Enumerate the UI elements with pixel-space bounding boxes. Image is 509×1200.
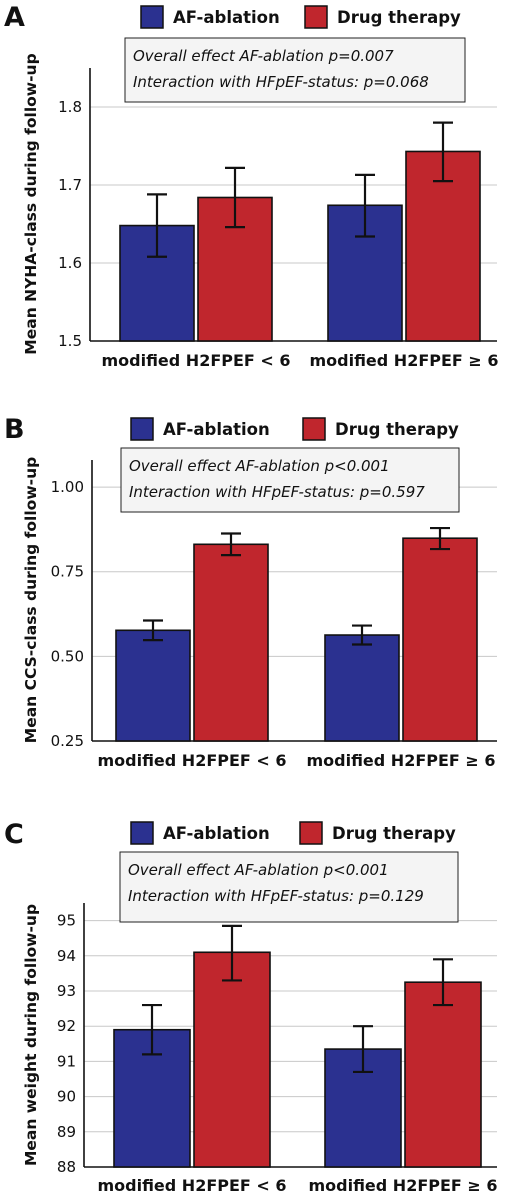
error-bar — [222, 924, 242, 982]
error-bar — [433, 121, 453, 183]
legend-swatch-drug-therapy — [304, 5, 328, 29]
legend-label-af-ablation: AF-ablation — [173, 8, 280, 27]
panel-letter-a: A — [4, 2, 25, 33]
annotation-line: Overall effect AF-ablation p=0.007 — [133, 47, 394, 65]
annotation-line: Overall effect AF-ablation p<0.001 — [129, 457, 390, 475]
annotation-line: Interaction with HFpEF-status: p=0.597 — [129, 483, 425, 501]
error-bar — [142, 1003, 162, 1056]
legend-label-drug-therapy: Drug therapy — [337, 8, 461, 27]
category-label: modified H2FPEF ≥ 6 — [308, 1176, 497, 1195]
annotation-line: Interaction with HFpEF-status: p=0.068 — [133, 73, 429, 91]
chart-b: 0.25 0.50 0.75 1.00 modified H2FPEF < 6 modif… — [4, 414, 497, 770]
y-tick-label: 90 — [57, 1088, 76, 1106]
annotation-line: Interaction with HFpEF-status: p=0.129 — [128, 887, 424, 905]
chart-a: 1.5 1.6 1.7 1.8 modified H2FPEF < 6 modified … — [4, 2, 499, 370]
legend-swatch-drug-therapy — [302, 417, 326, 441]
y-tick-label: 91 — [57, 1052, 76, 1070]
y-tick-label: 0.75 — [51, 563, 84, 581]
category-label: modified H2FPEF < 6 — [97, 751, 286, 770]
y-tick-label: 1.8 — [58, 98, 82, 116]
error-bar — [352, 624, 372, 646]
error-bar — [147, 193, 167, 258]
y-tick-label: 1.7 — [58, 176, 82, 194]
legend-label-drug-therapy: Drug therapy — [332, 824, 456, 843]
legend-swatch-af-ablation — [140, 5, 164, 29]
annotation-line: Overall effect AF-ablation p<0.001 — [128, 861, 389, 879]
legend-swatch-af-ablation — [130, 821, 154, 845]
bar-af-ablation-2 — [324, 634, 400, 742]
y-tick-label: 95 — [57, 912, 76, 930]
legend-label-af-ablation: AF-ablation — [163, 824, 270, 843]
legend-label-af-ablation: AF-ablation — [163, 420, 270, 439]
panel-b: 0.25 0.50 0.75 1.00 modified H2FPEF < 6 modif… — [0, 406, 509, 784]
y-tick-label: 1.5 — [58, 332, 82, 350]
panel-c: 88 89 90 91 92 93 94 95 modified H2FPEF < 6 modif… — [0, 806, 509, 1200]
bar-drug-therapy-1 — [193, 543, 269, 742]
annotation-box — [124, 37, 466, 103]
annotation-box — [119, 851, 459, 923]
y-axis-label: Mean weight during follow-up — [22, 904, 40, 1166]
error-bar — [355, 173, 375, 238]
y-tick-label: 1.00 — [51, 478, 84, 496]
bar-drug-therapy-1 — [193, 951, 271, 1168]
panel-letter-c: C — [4, 819, 24, 850]
error-bar — [353, 1025, 373, 1074]
category-label: modified H2FPEF < 6 — [97, 1176, 286, 1195]
bar-af-ablation-1 — [115, 629, 191, 742]
y-tick-label: 0.50 — [51, 647, 84, 665]
bar-drug-therapy-2 — [405, 150, 481, 342]
error-bar — [143, 619, 163, 642]
category-label: modified H2FPEF ≥ 6 — [306, 751, 495, 770]
y-tick-label: 92 — [57, 1017, 76, 1035]
bar-drug-therapy-2 — [402, 537, 478, 742]
y-axis-label: Mean CCS-class during follow-up — [22, 457, 40, 743]
legend-swatch-af-ablation — [130, 417, 154, 441]
y-tick-label: 94 — [57, 947, 76, 965]
y-tick-label: 93 — [57, 982, 76, 1000]
y-tick-label: 88 — [57, 1158, 76, 1176]
category-label: modified H2FPEF < 6 — [101, 351, 290, 370]
y-axis-label: Mean NYHA-class during follow-up — [22, 53, 40, 354]
error-bar — [225, 166, 245, 229]
bar-drug-therapy-2 — [404, 981, 482, 1168]
annotation-box — [120, 447, 460, 513]
error-bar — [433, 958, 453, 1007]
y-tick-label: 0.25 — [51, 732, 84, 750]
legend-label-drug-therapy: Drug therapy — [335, 420, 459, 439]
category-label: modified H2FPEF ≥ 6 — [309, 351, 498, 370]
error-bar — [221, 532, 241, 557]
panel-letter-b: B — [4, 414, 25, 445]
error-bar — [430, 526, 450, 551]
y-tick-label: 89 — [57, 1123, 76, 1141]
panel-a: 1.5 1.6 1.7 1.8 modified H2FPEF < 6 modified … — [0, 0, 509, 392]
legend-swatch-drug-therapy — [299, 821, 323, 845]
y-tick-label: 1.6 — [58, 254, 82, 272]
chart-c: 88 89 90 91 92 93 94 95 modified H2FPEF < 6 modif… — [4, 819, 498, 1195]
